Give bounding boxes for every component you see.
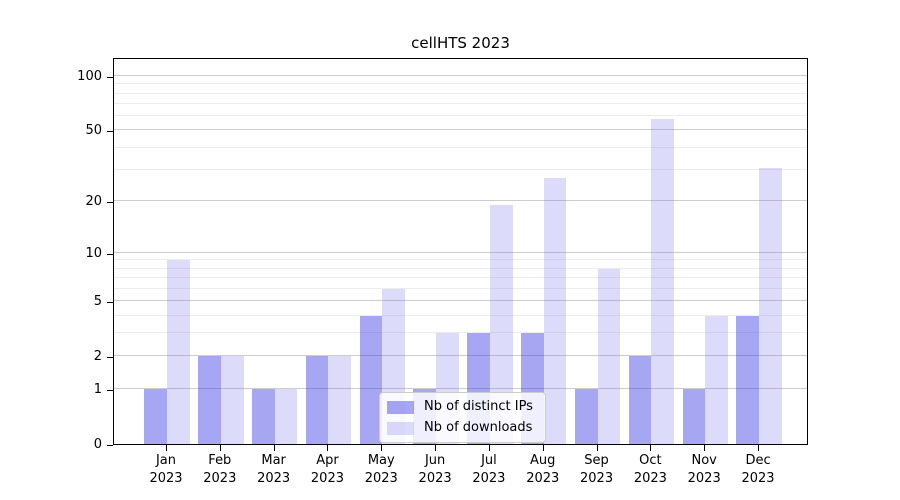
x-tick xyxy=(650,445,652,451)
x-tick-label: Aug 2023 xyxy=(526,453,560,486)
bar-downloads xyxy=(759,167,782,444)
grid-line-minor xyxy=(114,287,807,289)
grid-line-major xyxy=(114,300,807,302)
grid-line-minor xyxy=(114,332,807,334)
plot-area xyxy=(113,58,808,445)
bar-downloads xyxy=(489,205,513,444)
x-tick-label: Jul 2023 xyxy=(472,453,506,486)
bar-downloads xyxy=(328,356,352,444)
grid-line-minor xyxy=(114,92,807,94)
grid-line-minor xyxy=(114,103,807,105)
x-tick-label: Jan 2023 xyxy=(149,453,183,486)
bar-distinct-ips xyxy=(682,388,706,444)
bar-distinct-ips xyxy=(359,315,383,444)
x-tick xyxy=(327,445,329,451)
y-tick xyxy=(107,202,113,204)
y-tick-label: 50 xyxy=(85,123,102,139)
y-tick-label: 100 xyxy=(77,68,102,84)
x-tick-label: Nov 2023 xyxy=(687,453,721,486)
legend: Nb of distinct IPs Nb of downloads xyxy=(379,392,546,443)
grid-line-minor xyxy=(114,314,807,316)
grid-line-minor xyxy=(114,83,807,85)
x-tick xyxy=(166,445,167,451)
x-tick xyxy=(219,445,221,451)
grid-line-minor xyxy=(114,169,807,171)
grid-line-minor xyxy=(114,267,807,269)
bar-distinct-ips xyxy=(251,388,275,444)
grid-line-minor xyxy=(114,146,807,148)
y-tick xyxy=(107,357,113,359)
x-tick xyxy=(381,445,383,451)
x-tick xyxy=(542,445,544,451)
legend-label-downloads: Nb of downloads xyxy=(424,420,533,435)
grid-line-major xyxy=(114,74,807,76)
x-tick-label: Jun 2023 xyxy=(418,453,452,486)
legend-swatch-downloads xyxy=(387,421,414,435)
bar-downloads xyxy=(274,388,298,444)
grid-line-major xyxy=(114,200,807,202)
bar-downloads xyxy=(543,178,567,444)
x-tick-label: Sep 2023 xyxy=(580,453,614,486)
grid-line-minor xyxy=(114,259,807,261)
bar-distinct-ips xyxy=(144,388,167,444)
x-tick xyxy=(273,445,275,451)
bar-distinct-ips xyxy=(574,388,598,444)
x-tick-label: Mar 2023 xyxy=(257,453,291,486)
chart-title: cellHTS 2023 xyxy=(411,34,510,52)
bar-distinct-ips xyxy=(198,356,221,444)
bar-distinct-ips xyxy=(736,315,759,444)
y-tick xyxy=(107,253,113,255)
grid-line-minor xyxy=(114,277,807,279)
bar-downloads xyxy=(651,118,675,444)
y-tick-label: 1 xyxy=(93,381,102,397)
bar-downloads xyxy=(220,356,244,444)
y-tick xyxy=(107,302,113,304)
legend-label-distinct-ips: Nb of distinct IPs xyxy=(424,399,533,414)
grid-line-major xyxy=(114,387,807,389)
x-tick xyxy=(704,445,706,451)
y-tick xyxy=(107,389,113,391)
x-tick-label: May 2023 xyxy=(364,453,398,486)
x-tick-label: Apr 2023 xyxy=(310,453,344,486)
grid-line-minor xyxy=(114,115,807,117)
y-tick xyxy=(107,76,113,78)
y-tick-label: 20 xyxy=(85,194,102,210)
y-tick xyxy=(107,131,113,133)
x-tick xyxy=(596,445,598,451)
bar-downloads xyxy=(705,315,728,444)
grid-line-major xyxy=(114,251,807,253)
x-tick xyxy=(488,445,490,451)
grid-line-major xyxy=(114,355,807,357)
y-tick xyxy=(107,445,113,446)
legend-swatch-distinct-ips xyxy=(387,400,414,414)
x-tick-label: Oct 2023 xyxy=(633,453,667,486)
x-tick xyxy=(435,445,437,451)
legend-item-downloads: Nb of downloads xyxy=(387,420,533,436)
y-tick-label: 10 xyxy=(85,245,102,261)
y-tick-label: 2 xyxy=(93,349,102,365)
y-tick-label: 5 xyxy=(93,294,102,310)
x-tick xyxy=(758,445,760,451)
y-tick-label: 0 xyxy=(93,437,102,452)
legend-item-distinct-ips: Nb of distinct IPs xyxy=(387,399,533,415)
bar-distinct-ips xyxy=(305,356,329,444)
bar-downloads xyxy=(597,268,621,444)
x-tick-label: Feb 2023 xyxy=(203,453,237,486)
x-tick-label: Dec 2023 xyxy=(741,453,775,486)
grid-line-major xyxy=(114,129,807,131)
bar-distinct-ips xyxy=(628,356,652,444)
bar-downloads xyxy=(167,260,190,444)
